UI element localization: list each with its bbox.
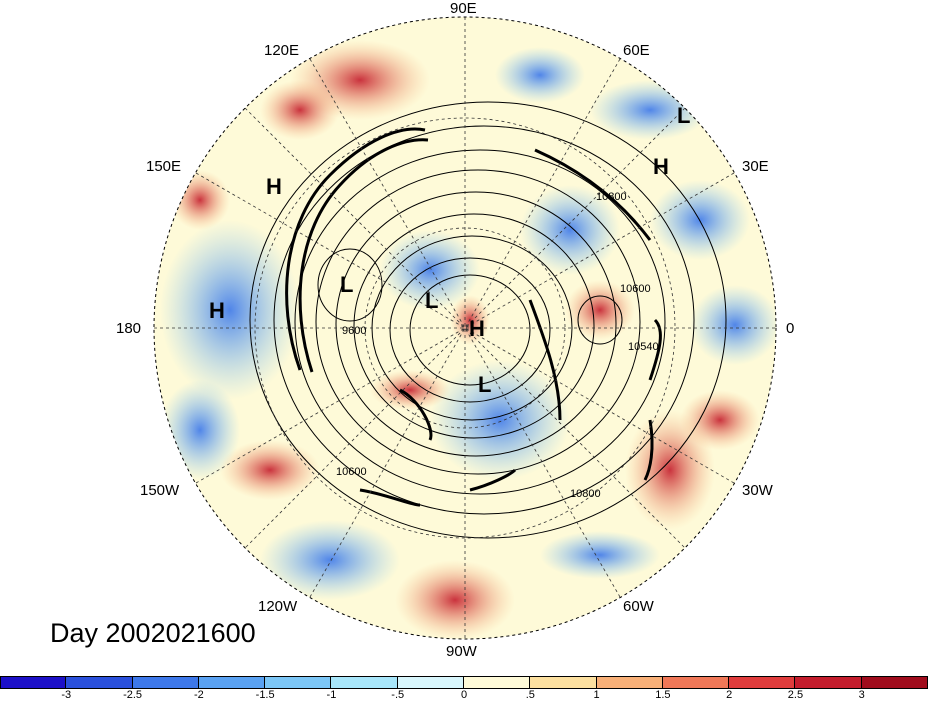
contour-label-10600b: 10600 — [620, 283, 651, 295]
colorbar-cell — [132, 676, 199, 689]
day-title: Day 2002021600 — [50, 618, 256, 648]
jet-contours — [285, 127, 662, 507]
colorbar-cell — [331, 676, 398, 689]
colorbar-cell — [198, 676, 266, 689]
low-pressure-center: L — [340, 272, 354, 297]
colorbar-cell — [662, 676, 730, 689]
colorbar-cell — [596, 676, 663, 689]
contour-label-10600: 10600 — [336, 466, 367, 478]
contour-label-9600: 9600 — [342, 325, 366, 337]
colorbar-tick-label: -3 — [61, 689, 72, 701]
high-pressure-center: H — [209, 298, 225, 323]
lon-label-30w: 30W — [742, 482, 773, 499]
colorbar-tick-label: -1.5 — [255, 689, 275, 701]
colorbar-tick-label: 1 — [593, 689, 600, 701]
polar-map: 9600 10600 10800 10540 10600 10800 — [153, 16, 777, 640]
lon-label-120w: 120W — [258, 598, 298, 615]
colorbar-tick-label: -2.5 — [123, 689, 143, 701]
colorbar-tick-label: 2.5 — [787, 689, 804, 701]
colorbar — [0, 676, 928, 689]
colorbar-cell — [0, 676, 67, 689]
colorbar-cell — [795, 676, 862, 689]
contour-label-10800: 10800 — [570, 488, 601, 500]
low-pressure-center: L — [425, 288, 439, 313]
colorbar-tick-label: -.5 — [391, 689, 405, 701]
colorbar-cell — [729, 676, 796, 689]
colorbar-tick-label: 3 — [858, 689, 865, 701]
lon-label-0: 0 — [786, 320, 795, 337]
lon-label-120e: 120E — [264, 42, 300, 59]
colorbar-tick-label: -1 — [326, 689, 337, 701]
colorbar-tick-label: 0 — [460, 689, 468, 701]
lon-label-60e: 60E — [623, 42, 650, 59]
colorbar-tick-label: .5 — [525, 689, 535, 701]
lon-label-150w: 150W — [140, 482, 180, 499]
colorbar-cell — [397, 676, 464, 689]
colorbar-tick-label: 2 — [726, 689, 733, 701]
contour-label-10800b: 10800 — [596, 191, 627, 203]
colorbar-cell — [265, 676, 332, 689]
colorbar-frame — [0, 676, 928, 689]
low-pressure-center: L — [677, 103, 691, 128]
colorbar-tick-label: -2 — [193, 689, 204, 701]
lon-label-90w: 90W — [446, 643, 477, 660]
colorbar-cell — [463, 676, 531, 689]
contour-label-10540: 10540 — [628, 341, 659, 353]
high-pressure-center: H — [653, 154, 669, 179]
colorbar-cell — [66, 676, 133, 689]
lon-label-60w: 60W — [623, 598, 654, 615]
high-pressure-center: H — [469, 316, 485, 341]
low-pressure-center: L — [478, 372, 492, 397]
colorbar-tick-label: 1.5 — [655, 689, 671, 701]
map-boundary — [153, 16, 777, 640]
colorbar-cell — [530, 676, 597, 689]
high-pressure-center: H — [266, 174, 282, 199]
lon-label-150e: 150E — [146, 158, 182, 175]
lon-label-180: 180 — [116, 320, 142, 337]
graticule — [154, 17, 776, 639]
lon-label-90e: 90E — [450, 0, 477, 17]
lon-label-30e: 30E — [742, 158, 769, 175]
